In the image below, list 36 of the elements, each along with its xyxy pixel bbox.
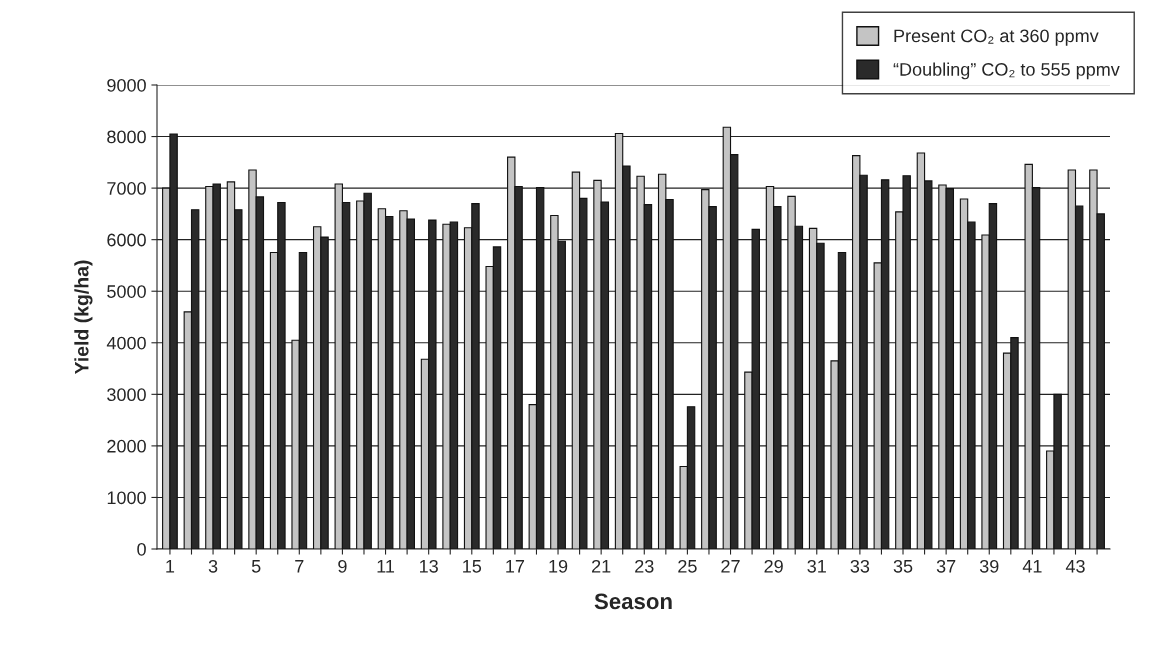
x-tick-label: 39	[979, 559, 999, 573]
x-tick-label: 19	[549, 559, 568, 573]
x-tick-label: 23	[635, 559, 654, 573]
x-tick-label: 15	[463, 560, 482, 573]
y-tick-label: 9000	[107, 78, 146, 92]
x-tick-label: 43	[1065, 559, 1085, 573]
x-tick-label: 27	[721, 559, 740, 573]
y-tick-label: 0	[137, 542, 146, 556]
y-tick-label: 3000	[107, 388, 146, 402]
x-tick-label: 5	[251, 560, 261, 573]
y-tick-label: 1000	[107, 491, 146, 505]
x-tick-label: 1	[166, 560, 175, 573]
y-tick-label: 8000	[107, 130, 146, 144]
legend-label: Present CO₂ at 360 ppmv	[894, 29, 1099, 46]
legend-label: “Doubling” CO₂ to 555 ppmv	[893, 62, 1120, 80]
x-tick-label: 33	[850, 559, 870, 573]
x-tick-label: 21	[592, 559, 611, 573]
x-tick-label: 9	[338, 559, 347, 573]
y-tick-label: 2000	[107, 439, 146, 453]
x-tick-label: 29	[764, 559, 783, 573]
y-tick-label: 6000	[107, 233, 146, 247]
y-tick-label: 4000	[106, 336, 146, 350]
x-tick-label: 3	[208, 559, 218, 573]
y-tick-label: 5000	[107, 285, 146, 298]
x-tick-label: 13	[420, 559, 438, 573]
x-tick-label: 11	[377, 560, 395, 573]
y-axis-title: Yield (kg/ha)	[74, 260, 93, 375]
x-tick-label: 31	[807, 559, 826, 573]
x-tick-label: 35	[893, 559, 913, 573]
x-tick-label: 37	[936, 559, 956, 573]
x-axis-title: Season	[594, 593, 672, 610]
x-tick-label: 7	[295, 560, 304, 573]
x-tick-label: 41	[1022, 560, 1042, 573]
x-tick-label: 25	[678, 559, 697, 573]
x-tick-label: 17	[506, 560, 525, 573]
y-tick-label: 7000	[107, 182, 146, 195]
